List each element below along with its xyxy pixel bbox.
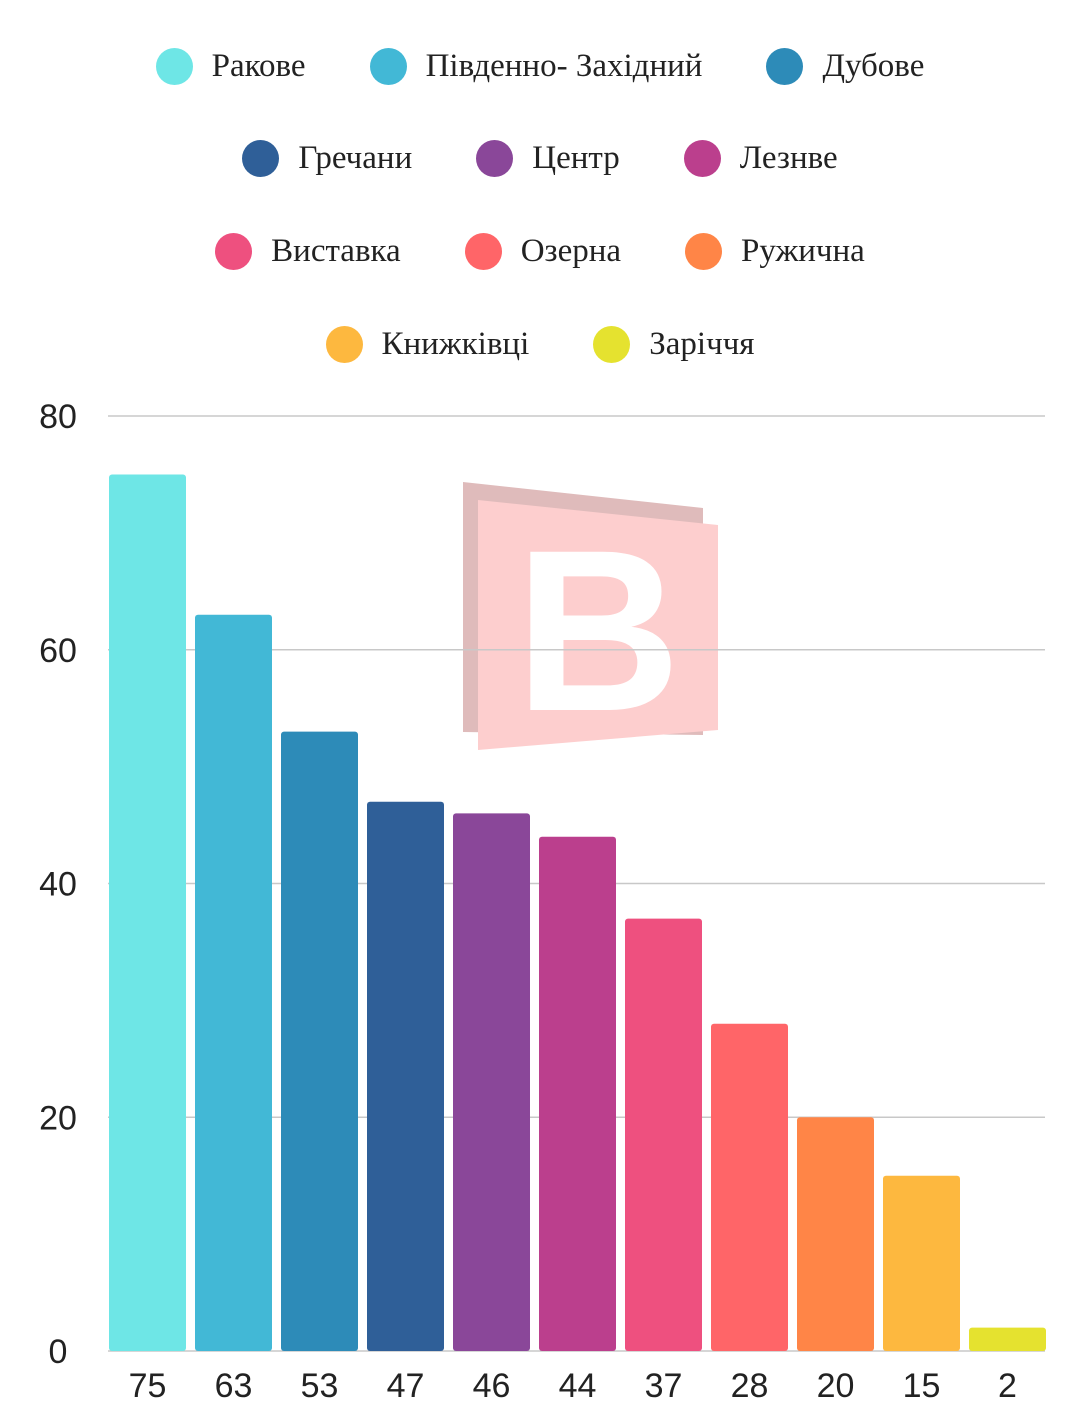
- legend-item[interactable]: Центр: [476, 140, 620, 177]
- legend-item[interactable]: Ракове: [155, 48, 306, 85]
- x-tick-label: 20: [817, 1367, 855, 1405]
- legend-row: Книжківці Заріччя: [0, 326, 1080, 363]
- x-tick-label: 44: [559, 1367, 597, 1405]
- watermark-logo: B: [463, 482, 718, 759]
- legend-label: Ракове: [211, 48, 306, 84]
- legend-label: Гречани: [298, 140, 413, 176]
- legend-swatch: [683, 140, 721, 177]
- bar[interactable]: [367, 801, 444, 1351]
- y-tick-label: 40: [39, 866, 77, 904]
- legend-swatch: [369, 48, 407, 85]
- y-tick-label: 60: [39, 632, 77, 670]
- legend-label: Озерна: [520, 233, 622, 269]
- legend-row: Гречани Центр Лезнве: [0, 140, 1080, 177]
- x-tick-label: 47: [387, 1367, 425, 1405]
- bar[interactable]: [539, 836, 616, 1351]
- legend-swatch: [325, 326, 363, 363]
- legend-label: Виставка: [271, 233, 401, 269]
- legend-label: Південно- Західний: [425, 48, 703, 84]
- legend-label: Книжківці: [381, 326, 530, 362]
- legend-item[interactable]: Гречани: [242, 140, 412, 177]
- legend-swatch: [215, 233, 253, 270]
- bar[interactable]: [711, 1023, 788, 1351]
- legend-row: Виставка Озерна Ружична: [0, 233, 1080, 270]
- x-tick-label: 63: [215, 1367, 253, 1405]
- x-tick-label: 46: [473, 1367, 511, 1405]
- bar[interactable]: [969, 1327, 1046, 1351]
- x-tick-label: 37: [645, 1367, 683, 1405]
- legend-item[interactable]: Озерна: [464, 233, 622, 270]
- legend-item[interactable]: Книжківці: [325, 326, 530, 363]
- legend-item[interactable]: Дубове: [766, 48, 924, 85]
- x-tick-label: 28: [731, 1367, 769, 1405]
- legend-item[interactable]: Виставка: [215, 233, 401, 270]
- y-tick-label: 80: [39, 398, 77, 436]
- legend-label: Дубове: [822, 48, 925, 84]
- legend-row: Ракове Південно- Західний Дубове: [0, 48, 1080, 85]
- legend-swatch: [476, 140, 514, 177]
- svg-text:B: B: [515, 502, 681, 759]
- bar[interactable]: [453, 813, 530, 1351]
- bar[interactable]: [883, 1175, 960, 1351]
- bar[interactable]: [109, 474, 186, 1351]
- legend-swatch: [766, 48, 804, 85]
- bar[interactable]: [195, 614, 272, 1351]
- bar[interactable]: [625, 918, 702, 1351]
- legend-item[interactable]: Південно- Західний: [369, 48, 703, 85]
- legend-label: Заріччя: [649, 326, 755, 362]
- legend-item[interactable]: Ружична: [685, 233, 865, 270]
- bar[interactable]: [281, 731, 358, 1351]
- legend-item[interactable]: Лезнве: [683, 140, 838, 177]
- y-tick-label: 20: [39, 1099, 77, 1137]
- x-tick-label: 15: [903, 1367, 941, 1405]
- legend-label: Центр: [532, 140, 620, 176]
- x-tick-label: 53: [301, 1367, 339, 1405]
- legend-swatch: [242, 140, 280, 177]
- y-tick-label: 0: [49, 1333, 68, 1371]
- legend-item[interactable]: Заріччя: [593, 326, 754, 363]
- legend-swatch: [593, 326, 631, 363]
- legend-swatch: [685, 233, 723, 270]
- legend-swatch: [155, 48, 193, 85]
- legend-label: Ружична: [741, 233, 865, 269]
- legend-swatch: [464, 233, 502, 270]
- x-tick-label: 2: [998, 1367, 1017, 1405]
- legend-label: Лезнве: [739, 140, 838, 176]
- x-tick-label: 75: [129, 1367, 167, 1405]
- bar[interactable]: [797, 1117, 874, 1351]
